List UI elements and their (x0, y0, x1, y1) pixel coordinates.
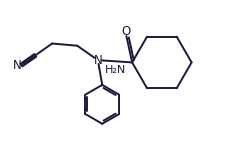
Text: N: N (93, 54, 102, 67)
Text: O: O (122, 25, 131, 38)
Text: H₂N: H₂N (105, 65, 126, 75)
Text: N: N (13, 59, 22, 72)
